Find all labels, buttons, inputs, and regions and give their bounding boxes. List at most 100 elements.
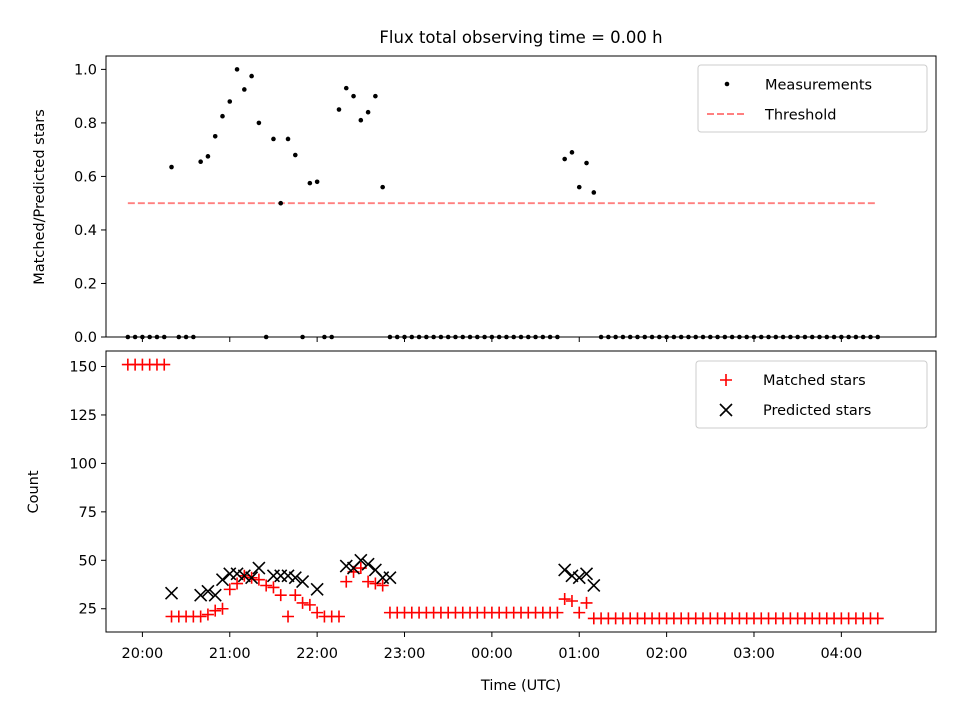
bottom-x-tick-label: 21:00 [209, 646, 251, 662]
measurement-point [220, 113, 225, 119]
bottom-y-tick-label: 75 [79, 505, 97, 521]
predicted-star-point [201, 584, 215, 598]
legend-matched-marker [720, 374, 732, 386]
bottom-y-ticks: 25 50 75 100 125 150 [69, 360, 106, 618]
bottom-y-tick-label: 125 [69, 408, 97, 424]
predicted-star-point [565, 569, 579, 583]
measurement-point [271, 136, 276, 142]
predicted-star-point [281, 569, 295, 583]
matched-star-point [369, 577, 382, 590]
matched-star-point [551, 606, 564, 619]
matched-star-point [289, 589, 302, 602]
measurement-point [256, 120, 262, 126]
matched-star-point [260, 579, 273, 592]
top-y-ticks: 0.0 0.2 0.4 0.6 0.8 1.0 [74, 62, 106, 346]
predicted-star-point [572, 571, 586, 585]
predicted-star-point [296, 575, 310, 589]
bottom-x-tick-label: 23:00 [384, 646, 426, 662]
bottom-panel: 25 50 75 100 125 150 20:00 21:00 22:00 23:00 00:0… [26, 350, 937, 694]
matched-star-point [158, 358, 171, 371]
matched-star-point [303, 598, 316, 611]
matched-star-point [296, 596, 309, 609]
bottom-y-tick-label: 150 [69, 360, 97, 376]
top-legend-box [697, 64, 928, 133]
top-panel: 0.0 0.2 0.4 0.6 0.8 1.0 Matched/Predicted sta… [32, 55, 937, 346]
matched-star-point [332, 610, 345, 623]
matched-star-point [580, 596, 593, 609]
legend-threshold-label: Threshold [764, 108, 836, 124]
predicted-star-point [354, 553, 368, 567]
predicted-star-point [579, 567, 594, 581]
measurement-point [569, 150, 575, 155]
matched-star-point [311, 606, 324, 619]
matched-star-point [209, 604, 222, 617]
measurement-point [307, 180, 313, 186]
matched-star-point [558, 593, 571, 606]
top-y-tick-label: 0.8 [74, 116, 97, 132]
legend-predicted-marker [719, 403, 733, 417]
measurement-point [249, 73, 254, 79]
measurement-point [584, 160, 589, 166]
top-y-tick-label: 0.4 [74, 223, 97, 239]
measurement-point [365, 109, 371, 115]
measurement-point [336, 107, 342, 112]
matched-star-point [282, 610, 295, 623]
measurement-point [380, 184, 385, 190]
matched-star-point [871, 612, 884, 625]
matched-star-point [231, 577, 244, 590]
chart-title: Flux total observing time = 0.00 h [379, 28, 662, 47]
measurement-point [278, 200, 284, 206]
predicted-star-point [252, 561, 266, 575]
predicted-star-point [288, 571, 302, 585]
measurement-point [242, 87, 247, 92]
matched-star-point [216, 602, 229, 615]
bottom-y-axis-label: Count [26, 470, 42, 513]
top-x-ticks [141, 337, 842, 342]
measurement-point [212, 133, 218, 139]
bottom-legend: Matched stars Predicted stars [695, 360, 928, 429]
bottom-x-ticks: 20:00 21:00 22:00 23:00 00:00 01:00 02:00 03:00… [122, 632, 862, 662]
measurement-point [227, 99, 233, 104]
predicted-star-point [164, 586, 179, 600]
matched-star-point [252, 573, 265, 586]
top-y-axis-label: Matched/Predicted stars [32, 109, 48, 285]
predicted-star-point [558, 563, 572, 577]
measurement-point [314, 179, 320, 185]
measurement-point [576, 184, 582, 190]
measurement-point [351, 93, 356, 99]
measurement-point [358, 117, 364, 123]
bottom-axes-frame [105, 350, 937, 633]
top-axes-frame [105, 55, 937, 338]
measurement-point [169, 164, 174, 170]
predicted-star-point [383, 571, 397, 585]
bottom-x-tick-label: 22:00 [296, 646, 338, 662]
predicted-star-point [215, 573, 230, 587]
predicted-star-point [237, 569, 251, 583]
measurement-point [198, 159, 203, 165]
measurement-point [562, 156, 567, 162]
bottom-x-tick-label: 01:00 [558, 646, 600, 662]
predicted-star-point [310, 582, 324, 596]
legend-measurements-marker [724, 81, 730, 87]
matched-star-point [340, 575, 353, 588]
bottom-x-tick-label: 20:00 [122, 646, 164, 662]
legend-measurements-label: Measurements [765, 78, 872, 94]
bottom-x-tick-label: 03:00 [733, 646, 775, 662]
measurement-point [591, 190, 597, 195]
x-axis-label: Time (UTC) [480, 678, 561, 694]
predicted-star-point [230, 567, 244, 581]
matched-star-point [573, 606, 586, 619]
bottom-y-tick-label: 25 [79, 602, 97, 618]
measurement-point [234, 67, 240, 72]
legend-predicted-label: Predicted stars [763, 403, 871, 419]
bottom-x-tick-label: 00:00 [471, 646, 513, 662]
measurement-point [205, 154, 211, 159]
top-y-tick-label: 0.6 [74, 169, 97, 185]
predicted-star-point [339, 559, 353, 573]
matched-star-point [362, 575, 375, 588]
top-y-tick-label: 0.0 [74, 330, 97, 346]
matched-star-point [376, 579, 389, 592]
measurement-point [285, 136, 291, 142]
bottom-plot-area [121, 358, 884, 625]
